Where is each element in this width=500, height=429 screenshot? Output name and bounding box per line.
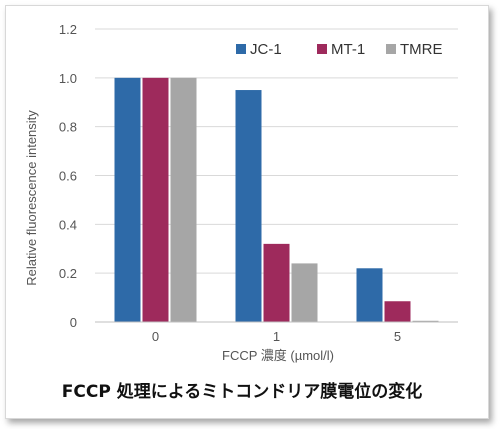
bar-tmre-0 (170, 77, 197, 322)
legend-swatch-tmre (386, 44, 396, 54)
x-tick-label: 5 (394, 329, 401, 344)
bar-jc-1-1 (235, 90, 262, 323)
y-tick-label: 0.2 (59, 266, 77, 281)
x-tick-label: 1 (273, 329, 280, 344)
legend: JC-1 MT-1 TMRE (236, 41, 443, 58)
x-axis-title: FCCP 濃度 (µmol/l) (222, 348, 334, 363)
bar-tmre-1 (291, 263, 318, 322)
legend-swatch-mt-1 (317, 44, 327, 54)
y-tick-label: 0 (70, 315, 77, 330)
y-tick-labels: 0 0.2 0.4 0.6 0.8 1.0 1.2 (59, 22, 77, 330)
legend-label-jc-1: JC-1 (250, 41, 282, 58)
chart-title: FCCP 処理によるミトコンドリア膜電位の変化 (62, 381, 422, 402)
bar-tmre-5 (412, 320, 439, 322)
y-tick-label: 0.4 (59, 217, 77, 232)
y-tick-label: 1.2 (59, 22, 77, 37)
bars (114, 77, 439, 323)
bar-jc-1-0 (114, 77, 141, 322)
x-tick-labels: 0 1 5 (152, 329, 401, 344)
bar-jc-1-5 (356, 268, 383, 322)
bar-mt-1-5 (384, 301, 411, 322)
legend-label-mt-1: MT-1 (331, 41, 365, 58)
y-tick-label: 0.8 (59, 120, 77, 135)
x-tick-label: 0 (152, 329, 159, 344)
bar-mt-1-0 (142, 77, 169, 322)
bar-mt-1-1 (263, 243, 290, 322)
legend-label-tmre: TMRE (400, 41, 443, 58)
legend-swatch-jc-1 (236, 44, 246, 54)
y-tick-label: 0.6 (59, 169, 77, 184)
y-axis-title: Relative fluorescence intensity (24, 110, 39, 286)
y-tick-label: 1.0 (59, 71, 77, 86)
